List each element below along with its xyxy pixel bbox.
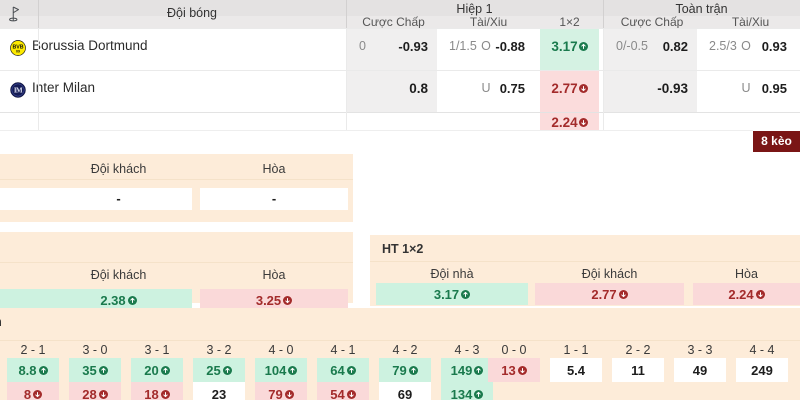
- svg-text:IM: IM: [14, 87, 23, 95]
- svg-text:09: 09: [16, 49, 20, 53]
